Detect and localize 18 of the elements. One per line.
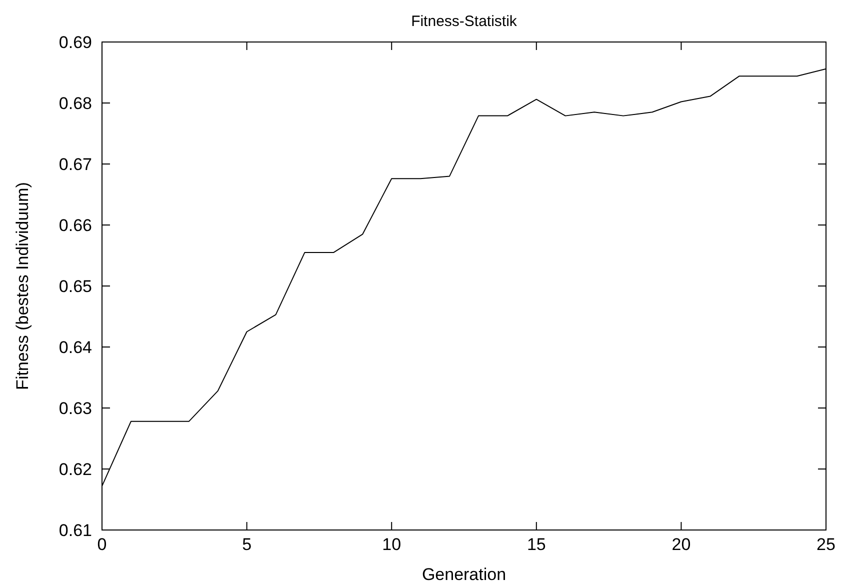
- y-tick-label: 0.62: [58, 460, 92, 479]
- y-tick-label: 0.63: [58, 399, 92, 418]
- x-tick-label: 25: [816, 535, 836, 554]
- y-tick-label: 0.68: [58, 94, 92, 113]
- y-tick-label: 0.64: [58, 338, 92, 357]
- chart-title: Fitness-Statistik: [411, 13, 518, 30]
- x-tick-label: 15: [526, 535, 546, 554]
- y-tick-label: 0.65: [58, 277, 92, 296]
- y-tick-label: 0.61: [58, 521, 92, 540]
- x-tick-label: 0: [97, 535, 107, 554]
- y-tick-label: 0.67: [58, 155, 92, 174]
- x-tick-label: 5: [242, 535, 252, 554]
- y-tick-label: 0.69: [58, 33, 92, 52]
- x-tick-label: 10: [382, 535, 402, 554]
- y-tick-label: 0.66: [58, 216, 92, 235]
- y-axis-title: Fitness (bestes Individuum): [13, 182, 32, 390]
- x-axis-title: Generation: [422, 565, 506, 584]
- x-tick-label: 20: [672, 535, 691, 554]
